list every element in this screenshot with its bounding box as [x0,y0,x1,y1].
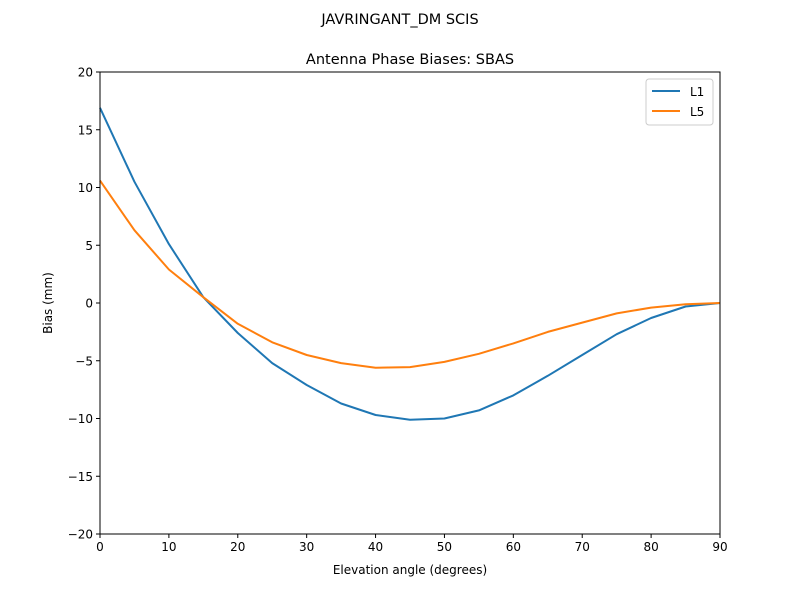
y-tick-label: −10 [68,412,93,426]
y-tick-label: −15 [68,470,93,484]
x-tick-label: 40 [368,540,383,554]
y-axis-label: Bias (mm) [41,272,55,334]
y-tick-label: 20 [78,66,93,80]
y-tick-label: −5 [75,354,93,368]
series-line-l5 [99,180,721,369]
series-line-l1 [99,107,721,421]
x-tick-label: 80 [643,540,658,554]
y-tick-label: −20 [68,528,93,542]
y-tick-label: 10 [78,181,93,195]
x-tick-label: 0 [96,540,104,554]
x-axis-label: Elevation angle (degrees) [333,563,487,577]
x-tick-label: 10 [161,540,176,554]
x-tick-label: 90 [712,540,727,554]
legend: L1 L5 [645,78,714,126]
y-tick-label: 0 [85,297,93,311]
legend-label-l1: L1 [690,85,704,99]
x-tick-label: 70 [575,540,590,554]
axis-ticks: 0 10 20 30 40 50 60 70 80 90 −20 −15 −10 −5 0 5 10 15 20 [68,66,728,555]
x-tick-label: 50 [437,540,452,554]
y-tick-label: 5 [85,239,93,253]
legend-label-l5: L5 [690,105,704,119]
x-tick-label: 60 [506,540,521,554]
x-tick-label: 20 [230,540,245,554]
figure-suptitle: JAVRINGANT_DM SCIS [320,12,478,28]
plot-frame [99,71,721,535]
x-tick-label: 30 [299,540,314,554]
chart-title: Antenna Phase Biases: SBAS [306,52,514,68]
y-tick-label: 15 [78,123,93,137]
series-lines [99,107,721,421]
